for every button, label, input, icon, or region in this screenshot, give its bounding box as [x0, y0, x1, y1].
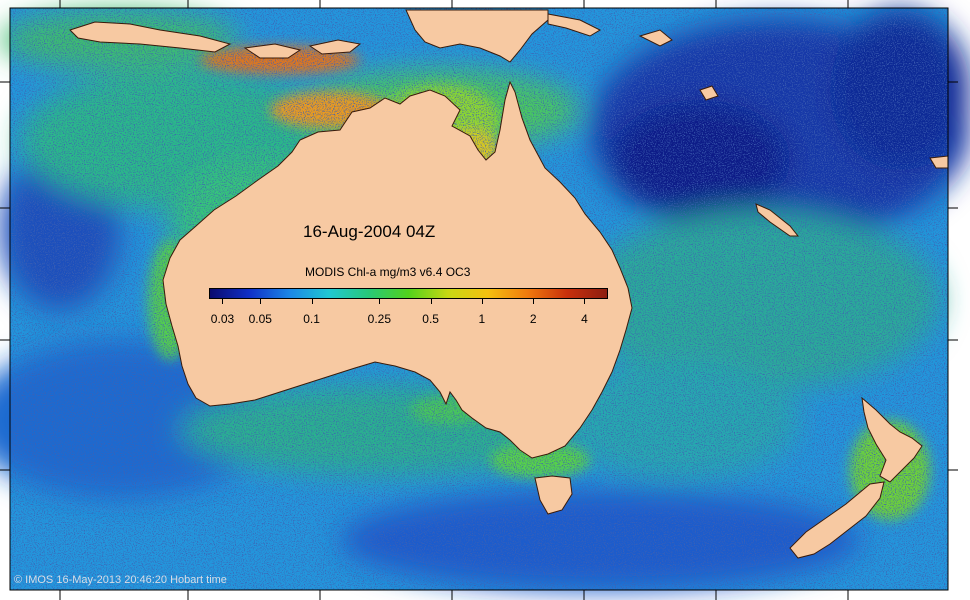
credit-text: © IMOS 16-May-2013 20:46:20 Hobart time	[14, 574, 227, 586]
colorbar-tick-mark	[481, 299, 483, 304]
island-landmass	[547, 13, 602, 37]
timor-landmass	[69, 21, 232, 53]
colorbar-tick-label: 4	[581, 312, 588, 326]
island-landmass	[308, 39, 362, 55]
colorbar-tick-mark	[379, 299, 381, 304]
colorbar-tick-mark	[584, 299, 586, 304]
tasmania-landmass	[534, 475, 573, 515]
new-caledonia-landmass	[755, 203, 800, 237]
island-landmass	[699, 85, 719, 101]
colorbar-title: MODIS Chl-a mg/m3 v6.4 OC3	[305, 265, 471, 279]
colorbar-tick-mark	[260, 299, 262, 304]
colorbar-tick-label: 0.1	[303, 312, 320, 326]
colorbar-tick-mark	[430, 299, 432, 304]
map-frame	[9, 7, 949, 591]
colorbar-tick-label: 1	[478, 312, 486, 326]
map-date-label: 16-Aug-2004 04Z	[303, 222, 436, 241]
nz-north-island	[861, 396, 923, 483]
colorbar-tick-mark	[311, 299, 313, 304]
island-landmass	[638, 29, 673, 47]
colorbar-tick-label: 2	[529, 312, 537, 326]
colorbar-tick-label: 0.25	[367, 312, 392, 326]
colorbar-tick-label: 0.03	[210, 312, 235, 326]
colorbar-tick-label: 0.05	[248, 312, 272, 326]
new-guinea-landmass	[405, 9, 549, 63]
colorbar	[209, 288, 608, 299]
colorbar-tick-mark	[533, 299, 535, 304]
nz-south-island	[789, 481, 885, 559]
colorbar-tick-label: 0.5	[422, 312, 439, 326]
colorbar-tick-mark	[222, 299, 224, 304]
australia-landmass	[162, 80, 633, 459]
island-landmass	[243, 43, 302, 59]
